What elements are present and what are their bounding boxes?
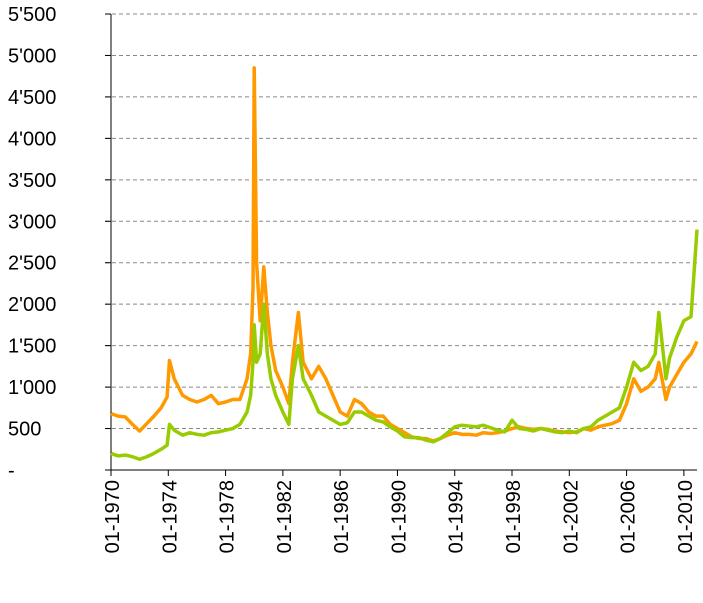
x-tick-label: 01-1986 <box>331 480 353 553</box>
y-tick-label: 5'000 <box>8 45 56 67</box>
y-tick-label: - <box>8 460 15 482</box>
x-tick-label: 01-1970 <box>102 480 124 553</box>
y-tick-label: 4'500 <box>8 87 56 109</box>
x-tick-label: 01-2010 <box>675 480 697 553</box>
x-tick-label: 01-2006 <box>618 480 640 553</box>
y-tick-label: 4'000 <box>8 128 56 150</box>
y-tick-label: 5'500 <box>8 4 56 26</box>
x-tick-label: 01-1982 <box>274 480 296 553</box>
series-line <box>110 66 699 443</box>
y-tick-label: 3'500 <box>8 170 56 192</box>
y-tick-label: 3'000 <box>8 211 56 233</box>
y-tick-label: 500 <box>8 419 41 441</box>
x-tick-label: 01-2002 <box>560 480 582 553</box>
series-line <box>110 229 699 461</box>
x-tick-label: 01-1990 <box>388 480 410 553</box>
y-tick-label: 1'500 <box>8 336 56 358</box>
x-tick-label: 01-1998 <box>503 480 525 553</box>
y-tick-label: 1'000 <box>8 377 56 399</box>
y-tick-label: 2'500 <box>8 253 56 275</box>
x-tick-label: 01-1978 <box>217 480 239 553</box>
y-tick-label: 2'000 <box>8 294 56 316</box>
x-tick-label: 01-1974 <box>159 480 181 553</box>
x-tick-label: 01-1994 <box>446 480 468 553</box>
